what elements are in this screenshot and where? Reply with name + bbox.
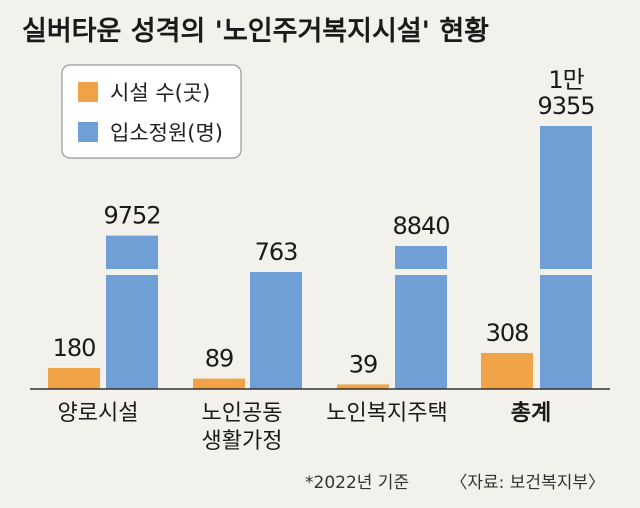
capacity-bar [250, 272, 302, 389]
axis-break-mark [538, 269, 594, 275]
legend: 시설 수(곳) 입소정원(명) [61, 64, 242, 159]
category-label: 노인복지주택 [326, 401, 447, 426]
facility-value-label: 308 [486, 319, 529, 347]
capacity-value-label: 9355 [537, 92, 594, 120]
category-label: 생활가정 [202, 429, 283, 454]
capacity-value-label: 8840 [392, 212, 449, 240]
footnote: *2022년 기준 [305, 473, 409, 493]
chart-title: 실버타운 성격의 '노인주거복지시설' 현황 [22, 16, 489, 47]
facility-value-label: 39 [349, 350, 378, 378]
capacity-value-label: 763 [255, 238, 298, 266]
legend-label-facilities: 시설 수(곳) [110, 81, 210, 105]
capacity-value-label: 1만 [548, 66, 584, 94]
category-label: 양로시설 [58, 401, 139, 426]
axis-break-mark [104, 269, 160, 275]
capacity-bar [106, 235, 158, 389]
legend-swatch-capacity [78, 122, 98, 142]
legend-box [61, 64, 242, 159]
facility-bar [337, 384, 389, 389]
facility-bar [193, 378, 245, 389]
capacity-value-label: 9752 [103, 202, 160, 230]
facility-value-label: 180 [53, 334, 96, 362]
capacity-bar [540, 126, 592, 389]
capacity-bar [395, 246, 447, 389]
legend-swatch-facilities [78, 82, 98, 102]
source-note: 〈자료: 보건복지부〉 [450, 473, 605, 493]
facility-value-label: 89 [205, 345, 234, 373]
facility-bar [48, 367, 100, 389]
axis-break-mark [393, 269, 449, 275]
category-label: 노인공동 [202, 401, 283, 426]
legend-label-capacity: 입소정원(명) [110, 121, 223, 145]
category-label: 총계 [511, 401, 551, 426]
facility-bar [481, 352, 533, 389]
